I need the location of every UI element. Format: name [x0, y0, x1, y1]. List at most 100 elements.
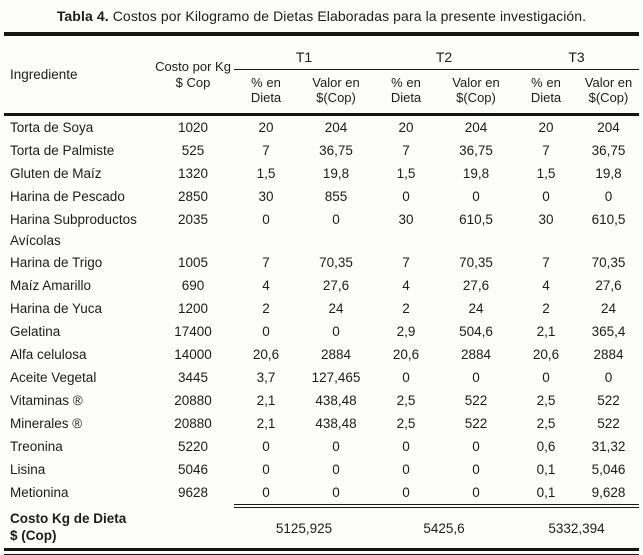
costo-cell: 690	[152, 274, 234, 297]
ingredient-cell: Harina de Yuca	[4, 297, 152, 320]
value-cell: 0	[438, 366, 514, 389]
ingredient-cell: Harina de Trigo	[4, 251, 152, 274]
subheader-line: Dieta	[234, 90, 298, 105]
value-cell: 4	[514, 274, 578, 297]
value-cell: 3,7	[234, 366, 298, 389]
value-cell: 30	[514, 208, 578, 251]
value-cell: 0	[438, 481, 514, 506]
value-cell: 24	[438, 297, 514, 320]
value-cell: 31,32	[578, 435, 639, 458]
costo-cell: 20880	[152, 412, 234, 435]
table-header: Ingrediente Costo por Kg $ Cop T1 T2 T3 …	[4, 34, 639, 115]
value-cell: 0	[374, 366, 438, 389]
value-cell: 0	[438, 458, 514, 481]
costo-cell: 3445	[152, 366, 234, 389]
value-cell: 70,35	[438, 251, 514, 274]
value-cell: 7	[234, 251, 298, 274]
col-header-t1-val: Valor en $(Cop)	[298, 70, 374, 115]
ingredient-cell: Harina de Pescado	[4, 185, 152, 208]
value-cell: 0,1	[514, 481, 578, 506]
value-cell: 0	[374, 458, 438, 481]
value-cell: 438,48	[298, 389, 374, 412]
ingredient-cell: Metionina	[4, 481, 152, 506]
table-title: Tabla 4. Costos por Kilogramo de Dietas …	[4, 7, 639, 25]
value-cell: 2	[374, 297, 438, 320]
value-cell: 24	[578, 297, 639, 320]
value-cell: 0	[234, 435, 298, 458]
value-cell: 610,5	[578, 208, 639, 251]
value-cell: 522	[578, 389, 639, 412]
subheader-line: % en	[374, 75, 438, 90]
value-cell: 2,5	[374, 389, 438, 412]
value-cell: 0	[374, 481, 438, 506]
col-header-t2-pct: % en Dieta	[374, 70, 438, 115]
value-cell: 27,6	[438, 274, 514, 297]
table-footer: Costo Kg de Dieta $ (Cop) 5125,925 5425,…	[4, 506, 639, 548]
subheader-line: % en	[514, 75, 578, 90]
col-group-t1: T1	[234, 34, 374, 70]
value-cell: 0	[374, 185, 438, 208]
col-header-t3-pct: % en Dieta	[514, 70, 578, 115]
costo-cell: 2850	[152, 185, 234, 208]
value-cell: 9,628	[578, 481, 639, 506]
value-cell: 2,5	[374, 412, 438, 435]
col-header-costo-line2: $ Cop	[152, 75, 234, 91]
ingredient-cell: Aceite Vegetal	[4, 366, 152, 389]
col-header-t1-pct: % en Dieta	[234, 70, 298, 115]
value-cell: 0	[234, 458, 298, 481]
value-cell: 7	[374, 139, 438, 162]
value-cell: 0	[578, 185, 639, 208]
bottom-rule-thick	[4, 548, 639, 551]
footer-label: Costo Kg de Dieta $ (Cop)	[4, 506, 152, 548]
value-cell: 19,8	[438, 162, 514, 185]
ingredient-cell: Vitaminas ®	[4, 389, 152, 412]
value-cell: 204	[438, 115, 514, 140]
value-cell: 0	[234, 481, 298, 506]
value-cell: 20	[374, 115, 438, 140]
value-cell: 2,1	[234, 389, 298, 412]
value-cell: 0	[438, 435, 514, 458]
value-cell: 1,5	[514, 162, 578, 185]
value-cell: 127,465	[298, 366, 374, 389]
value-cell: 27,6	[578, 274, 639, 297]
ingredient-cell: Torta de Soya	[4, 115, 152, 140]
value-cell: 2,5	[514, 389, 578, 412]
value-cell: 7	[514, 139, 578, 162]
subheader-line: Valor en	[438, 75, 514, 90]
subheader-line: Valor en	[578, 75, 639, 90]
value-cell: 30	[374, 208, 438, 251]
value-cell: 20	[514, 115, 578, 140]
value-cell: 0	[234, 320, 298, 343]
costo-cell: 17400	[152, 320, 234, 343]
value-cell: 7	[234, 139, 298, 162]
costo-cell: 525	[152, 139, 234, 162]
col-header-ingrediente: Ingrediente	[4, 34, 152, 115]
costo-cell: 20880	[152, 389, 234, 412]
value-cell: 855	[298, 185, 374, 208]
value-cell: 610,5	[438, 208, 514, 251]
value-cell: 0,1	[514, 458, 578, 481]
value-cell: 36,75	[298, 139, 374, 162]
value-cell: 19,8	[298, 162, 374, 185]
value-cell: 2,1	[234, 412, 298, 435]
value-cell: 24	[298, 297, 374, 320]
col-header-costo: Costo por Kg $ Cop	[152, 34, 234, 115]
table-title-label: Tabla 4.	[57, 8, 109, 24]
col-header-t3-val: Valor en $(Cop)	[578, 70, 639, 115]
value-cell: 4	[374, 274, 438, 297]
value-cell: 1,5	[234, 162, 298, 185]
footer-empty-cell	[152, 506, 234, 548]
value-cell: 70,35	[298, 251, 374, 274]
total-t1: 5125,925	[234, 506, 374, 548]
value-cell: 27,6	[298, 274, 374, 297]
value-cell: 0	[298, 320, 374, 343]
